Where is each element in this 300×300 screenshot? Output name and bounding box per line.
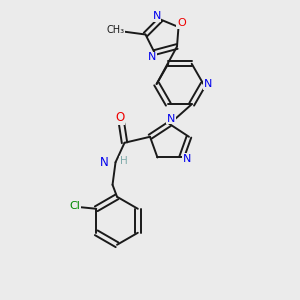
Text: N: N (183, 154, 191, 164)
Text: O: O (177, 18, 186, 28)
Text: CH₃: CH₃ (106, 25, 124, 35)
Text: O: O (116, 111, 125, 124)
Text: Cl: Cl (69, 201, 80, 211)
Text: N: N (152, 11, 161, 21)
Text: N: N (167, 114, 175, 124)
Text: N: N (148, 52, 156, 62)
Text: N: N (100, 156, 109, 170)
Text: H: H (120, 156, 128, 167)
Text: N: N (204, 79, 212, 89)
